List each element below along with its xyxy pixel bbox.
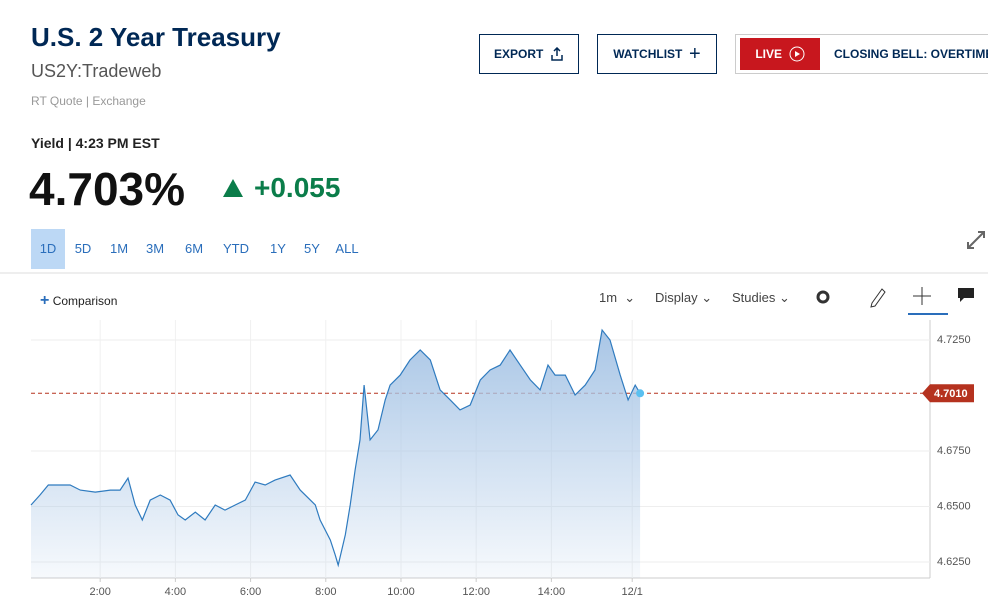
y-tick-label: 4.7250 [937, 334, 971, 346]
live-label: LIVE [755, 47, 782, 61]
reference-label: 4.7010 [934, 388, 968, 400]
area [31, 330, 641, 578]
x-tick-label: 2:00 [89, 586, 110, 598]
symbol: US2Y:Tradeweb [31, 61, 162, 81]
interval-label: 1m [599, 290, 618, 305]
crosshair-icon[interactable] [913, 287, 931, 305]
y-tick-label: 4.6500 [937, 500, 971, 512]
quote-source: RT Quote | Exchange [31, 94, 146, 108]
live-button[interactable]: LIVE CLOSING BELL: OVERTIME [735, 34, 988, 74]
expand-icon[interactable] [967, 231, 985, 249]
display[interactable]: Display ⌄ [655, 290, 713, 305]
range-button[interactable]: 5Y [304, 241, 320, 256]
quote-label: Yield | 4:23 PM EST [31, 135, 160, 151]
x-tick-label: 4:00 [165, 586, 186, 598]
comment-icon[interactable] [958, 288, 974, 302]
price: 4.703% [29, 163, 186, 215]
range-button[interactable]: 1D [31, 229, 65, 269]
studies[interactable]: Studies ⌄ [732, 290, 790, 305]
range-button[interactable]: 6M [184, 241, 204, 256]
comparison[interactable]: + Comparison [40, 292, 118, 309]
draw-icon[interactable] [870, 288, 886, 308]
x-tick-label: 12/1 [622, 586, 643, 598]
live-badge: LIVE [740, 38, 820, 70]
reference-badge [922, 384, 974, 403]
title: U.S. 2 Year Treasury [31, 22, 281, 52]
comparison-label: Comparison [52, 294, 118, 308]
interval[interactable]: 1m ⌄ [599, 290, 636, 305]
export-button[interactable]: EXPORT [479, 34, 579, 74]
x-tick-label: 6:00 [240, 586, 261, 598]
export-label: EXPORT [493, 47, 544, 61]
range-button[interactable]: ALL [335, 241, 359, 256]
line [30, 328, 641, 568]
x-tick-label: 10:00 [387, 586, 415, 598]
plus-icon: + [689, 42, 701, 65]
last-point [636, 389, 645, 398]
watchlist-label: WATCHLIST [613, 47, 683, 61]
play-icon [789, 46, 805, 62]
x-tick-label: 14:00 [538, 586, 566, 598]
x-tick-label: 12:00 [462, 586, 490, 598]
range-button[interactable]: YTD [223, 241, 249, 256]
range-button[interactable]: 3M [145, 241, 165, 256]
live-show: CLOSING BELL: OVERTIME [834, 47, 988, 61]
range-button[interactable]: 5D [74, 241, 92, 256]
settings-icon[interactable] [816, 290, 830, 304]
range-button[interactable]: 1Y [270, 241, 286, 256]
studies-label: Studies [732, 290, 776, 305]
y-tick-label: 4.6250 [937, 556, 971, 568]
range-button[interactable]: 1M [109, 241, 129, 256]
up-arrow [223, 179, 243, 197]
display-label: Display [655, 290, 698, 305]
watchlist-button[interactable]: WATCHLIST + [597, 34, 717, 74]
x-tick-label: 8:00 [315, 586, 336, 598]
export-icon [551, 47, 563, 61]
y-tick-label: 4.6750 [937, 445, 971, 457]
change: +0.055 [254, 172, 341, 203]
